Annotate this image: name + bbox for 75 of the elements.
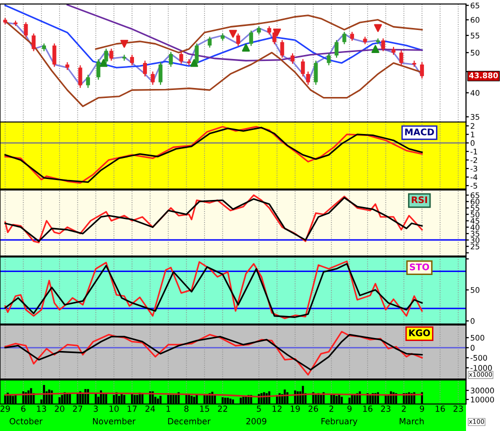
line-series [95, 14, 423, 54]
x-tick-label: 10 [110, 406, 119, 412]
candlestick [104, 48, 108, 64]
candlestick [381, 38, 386, 52]
candlestick [334, 40, 338, 58]
candlestick [86, 74, 90, 88]
candlestick [420, 62, 424, 80]
candlestick [249, 30, 254, 46]
candlestick [52, 42, 56, 68]
point [190, 59, 198, 67]
x-tick-label: 16 [436, 406, 445, 412]
x2-tick-label: October [10, 418, 43, 424]
point [374, 24, 382, 32]
candlestick [208, 36, 212, 48]
x-tick-label: 20 [54, 406, 64, 412]
candlestick [290, 52, 294, 64]
x-tick-label: 8 [184, 406, 188, 412]
x-tick-label: 5 [256, 406, 261, 412]
point [100, 59, 108, 67]
x-tick-label: 16 [363, 406, 372, 412]
x-tick-label: 19 [290, 406, 300, 412]
candlestick [399, 50, 404, 66]
line-series [4, 4, 423, 68]
candlestick [32, 32, 36, 52]
text: MACD [405, 128, 434, 136]
x-tick-label: 13 [37, 406, 46, 412]
x2-tick-label: 2009 [246, 418, 266, 424]
x-tick-label: 6 [21, 406, 26, 412]
x-tick-label: 24 [145, 406, 155, 412]
candlestick [109, 48, 114, 62]
candlestick [306, 71, 310, 86]
candlestick [314, 60, 318, 86]
x2-tick-label: February [322, 418, 358, 426]
candlestick [130, 54, 134, 66]
x-tick-label: 22 [218, 406, 228, 412]
text: STO [410, 264, 430, 270]
x-tick-label: 26 [308, 406, 318, 412]
candlestick [96, 58, 100, 80]
x-tick-label: 23 [454, 406, 463, 412]
x2-tick-label: November [93, 418, 136, 424]
line-series [66, 4, 423, 62]
candlestick [122, 54, 126, 62]
x2-tick-label: December [168, 418, 211, 424]
chart-title: KGO [409, 329, 430, 336]
text: RSI [412, 196, 427, 204]
x-tick-label: 12 [272, 406, 282, 412]
candlestick [143, 60, 147, 77]
line-series [4, 20, 423, 108]
point [242, 44, 250, 52]
x-tick-label: 17 [128, 406, 137, 412]
candlestick [300, 58, 305, 77]
x-tick-label: 3 [94, 406, 98, 412]
x-tick-label: 1 [166, 406, 170, 412]
x-tick-label: 2 [402, 406, 406, 412]
x-tick-label: 9 [420, 406, 424, 412]
candlestick [326, 52, 331, 66]
candlestick [168, 51, 173, 68]
candlestick [150, 71, 155, 86]
candlestick [179, 51, 184, 64]
candlestick [280, 40, 284, 58]
x-tick-label: 9 [347, 406, 352, 412]
x-tick-label: 29 [0, 406, 10, 412]
point [229, 30, 237, 38]
x-tick-label: 27 [72, 406, 82, 412]
candlestick [342, 31, 346, 45]
point [273, 28, 281, 36]
candlestick [78, 64, 82, 88]
point [120, 40, 128, 48]
x-tick-label: 23 [381, 406, 390, 412]
candlestick [158, 62, 162, 86]
candlestick [24, 22, 28, 38]
point [371, 45, 380, 53]
x2-tick-label: March [400, 418, 424, 424]
x-tick-label: 15 [200, 406, 210, 412]
x-tick-label: 2 [329, 406, 334, 412]
